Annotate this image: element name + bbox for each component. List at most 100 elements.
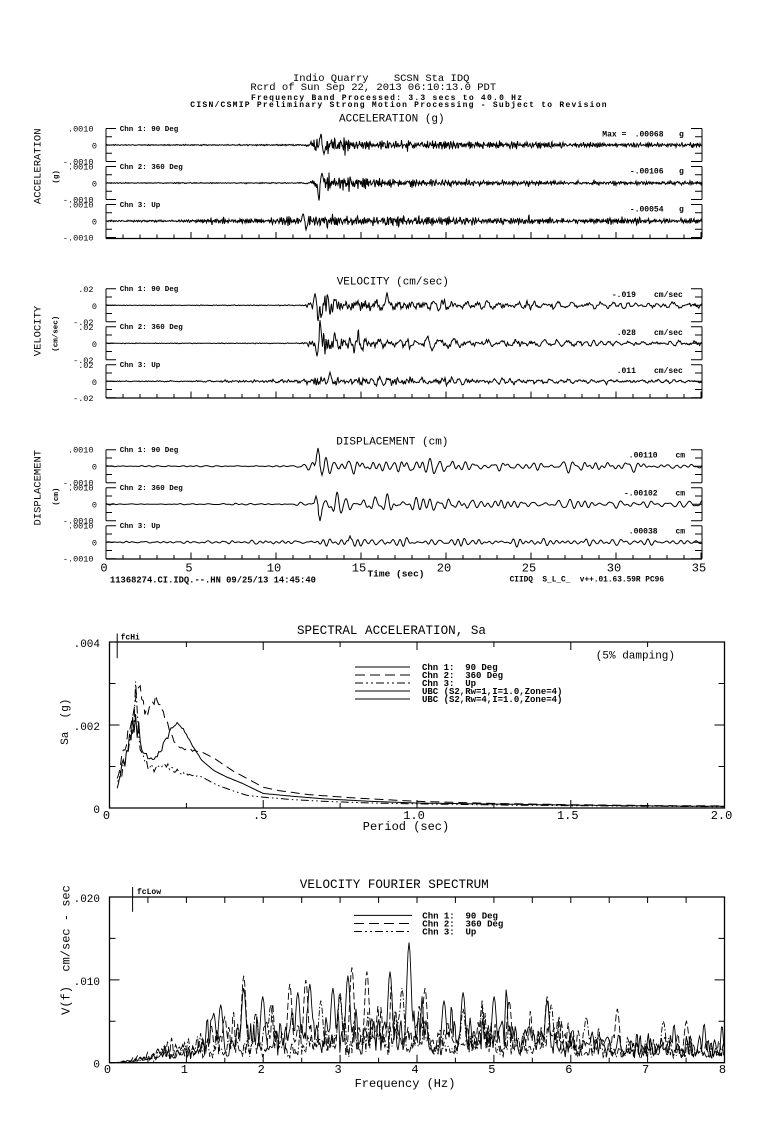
svg-text:.0010: .0010 xyxy=(68,522,94,532)
svg-text:Max =: Max = xyxy=(602,131,626,140)
svg-text:.00068: .00068 xyxy=(635,131,664,140)
svg-text:15: 15 xyxy=(352,562,366,576)
svg-text:Time (sec): Time (sec) xyxy=(367,568,424,579)
svg-text:cm: cm xyxy=(676,490,686,499)
svg-text:fcLow: fcLow xyxy=(137,888,161,897)
svg-text:Chn 1: 90 Deg: Chn 1: 90 Deg xyxy=(120,126,179,134)
svg-text:-.0010: -.0010 xyxy=(63,196,94,206)
svg-text:30: 30 xyxy=(607,562,621,576)
svg-text:8: 8 xyxy=(719,1063,726,1077)
svg-text:Chn 2: 360 Deg: Chn 2: 360 Deg xyxy=(422,671,503,681)
svg-text:CIIDQ S_L_C_ v++.01.63.59R P: CIIDQ S_L_C_ v++.01.63.59R PC96 xyxy=(510,576,665,584)
svg-text:VELOCITY (cm/sec): VELOCITY (cm/sec) xyxy=(337,277,449,289)
svg-text:g: g xyxy=(679,206,684,215)
svg-text:(g): (g) xyxy=(53,170,61,184)
svg-text:Chn 1: 90 Deg: Chn 1: 90 Deg xyxy=(422,911,498,921)
svg-text:Chn 3: Up: Chn 3: Up xyxy=(120,202,161,210)
svg-text:UBC (S2,Rw=4,I=1.0,Zone=4): UBC (S2,Rw=4,I=1.0,Zone=4) xyxy=(422,695,562,705)
svg-text:Rcrd of Sun Sep 22, 2013 06:10: Rcrd of Sun Sep 22, 2013 06:10:13.0 PDT xyxy=(250,82,496,94)
svg-text:VELOCITY FOURIER SPECTRUM: VELOCITY FOURIER SPECTRUM xyxy=(300,878,489,892)
svg-text:.0010: .0010 xyxy=(68,163,94,173)
svg-text:.5: .5 xyxy=(253,809,267,823)
svg-text:-.00106: -.00106 xyxy=(630,168,664,177)
svg-text:Chn 2: 360 Deg: Chn 2: 360 Deg xyxy=(120,164,184,172)
svg-text:DISPLACEMENT (cm): DISPLACEMENT (cm) xyxy=(336,437,448,449)
svg-text:Frequency Band Processed: 3.3: Frequency Band Processed: 3.3 secs to 40… xyxy=(251,94,523,103)
svg-text:Sa (g): Sa (g) xyxy=(60,699,72,745)
svg-text:(cm/sec): (cm/sec) xyxy=(53,316,61,352)
svg-text:-.0010: -.0010 xyxy=(63,234,94,244)
svg-text:.02: .02 xyxy=(78,285,93,295)
svg-text:1.0: 1.0 xyxy=(403,809,425,823)
svg-text:ACCELERATION: ACCELERATION xyxy=(33,128,45,204)
svg-text:DISPLACEMENT: DISPLACEMENT xyxy=(33,450,45,526)
svg-text:0: 0 xyxy=(92,302,97,312)
svg-text:0: 0 xyxy=(92,218,97,228)
svg-text:1.5: 1.5 xyxy=(557,809,579,823)
svg-text:Frequency (Hz): Frequency (Hz) xyxy=(355,1077,456,1091)
svg-text:UBC (S2,Rw=1,I=1.0,Zone=4): UBC (S2,Rw=1,I=1.0,Zone=4) xyxy=(422,687,562,697)
svg-text:0: 0 xyxy=(100,562,107,576)
svg-text:0: 0 xyxy=(92,180,97,190)
svg-text:Chn 1: 90 Deg: Chn 1: 90 Deg xyxy=(422,663,498,673)
svg-text:cm: cm xyxy=(676,528,686,537)
svg-text:Chn 3: Up: Chn 3: Up xyxy=(120,362,161,370)
svg-text:Chn 2: 360 Deg: Chn 2: 360 Deg xyxy=(120,485,184,493)
svg-text:.0010: .0010 xyxy=(68,446,94,456)
svg-text:11368274.CI.IDQ.--.HN 09/25/13: 11368274.CI.IDQ.--.HN 09/25/13 14:45:40 xyxy=(110,576,316,586)
svg-text:-.0010: -.0010 xyxy=(63,479,94,489)
svg-text:-.02: -.02 xyxy=(73,394,93,404)
svg-text:.002: .002 xyxy=(74,722,100,734)
svg-text:.00038: .00038 xyxy=(629,528,658,537)
svg-text:6: 6 xyxy=(565,1063,572,1077)
svg-text:7: 7 xyxy=(642,1063,649,1077)
svg-text:0: 0 xyxy=(92,378,97,388)
svg-text:.020: .020 xyxy=(74,894,100,906)
svg-text:Chn 1: 90 Deg: Chn 1: 90 Deg xyxy=(120,447,179,455)
svg-text:-.00102: -.00102 xyxy=(624,490,658,499)
svg-text:0: 0 xyxy=(104,1063,111,1077)
svg-text:3: 3 xyxy=(334,1063,341,1077)
svg-text:5: 5 xyxy=(185,562,192,576)
svg-text:Chn 2: 360 Deg: Chn 2: 360 Deg xyxy=(422,920,503,930)
svg-text:VELOCITY: VELOCITY xyxy=(33,305,45,356)
svg-text:(cm): (cm) xyxy=(53,488,61,506)
svg-text:5: 5 xyxy=(488,1063,495,1077)
svg-text:g: g xyxy=(679,131,684,140)
svg-text:-.0010: -.0010 xyxy=(63,158,94,168)
svg-text:fcHi: fcHi xyxy=(121,633,140,642)
svg-text:V(f) cm/sec - sec: V(f) cm/sec - sec xyxy=(60,885,74,1015)
svg-text:0: 0 xyxy=(92,501,97,511)
svg-text:.00110: .00110 xyxy=(629,452,658,461)
svg-text:4: 4 xyxy=(411,1063,418,1077)
svg-text:-.02: -.02 xyxy=(73,356,93,366)
svg-text:.0010: .0010 xyxy=(68,201,94,211)
svg-text:10: 10 xyxy=(267,562,281,576)
svg-text:-.0010: -.0010 xyxy=(63,555,94,565)
svg-text:0: 0 xyxy=(93,1060,100,1072)
svg-text:.0010: .0010 xyxy=(68,125,94,135)
svg-text:.004: .004 xyxy=(74,639,101,651)
svg-text:cm/sec: cm/sec xyxy=(654,291,683,300)
svg-text:-.019: -.019 xyxy=(612,291,636,300)
svg-text:Chn 3: Up: Chn 3: Up xyxy=(422,928,476,938)
svg-text:20: 20 xyxy=(437,562,451,576)
svg-text:25: 25 xyxy=(522,562,536,576)
svg-text:Chn 1: 90 Deg: Chn 1: 90 Deg xyxy=(120,286,179,294)
svg-text:ACCELERATION (g): ACCELERATION (g) xyxy=(339,114,445,126)
svg-text:2: 2 xyxy=(258,1063,265,1077)
svg-text:CISN/CSMIP Preliminary Strong: CISN/CSMIP Preliminary Strong Motion Pro… xyxy=(190,101,608,110)
svg-text:2.0: 2.0 xyxy=(711,809,733,823)
svg-text:.02: .02 xyxy=(78,323,93,333)
svg-text:-.0010: -.0010 xyxy=(63,517,94,527)
svg-text:0: 0 xyxy=(92,539,97,549)
svg-text:0: 0 xyxy=(92,463,97,473)
svg-text:0: 0 xyxy=(92,142,97,152)
svg-text:Indio Quarry SCSN Sta IDQ: Indio Quarry SCSN Sta IDQ xyxy=(293,73,469,85)
svg-text:-.02: -.02 xyxy=(73,318,93,328)
svg-text:0: 0 xyxy=(92,340,97,350)
svg-text:cm: cm xyxy=(676,452,686,461)
svg-text:.010: .010 xyxy=(74,977,100,989)
svg-text:0: 0 xyxy=(93,805,100,817)
svg-text:0: 0 xyxy=(103,809,110,823)
